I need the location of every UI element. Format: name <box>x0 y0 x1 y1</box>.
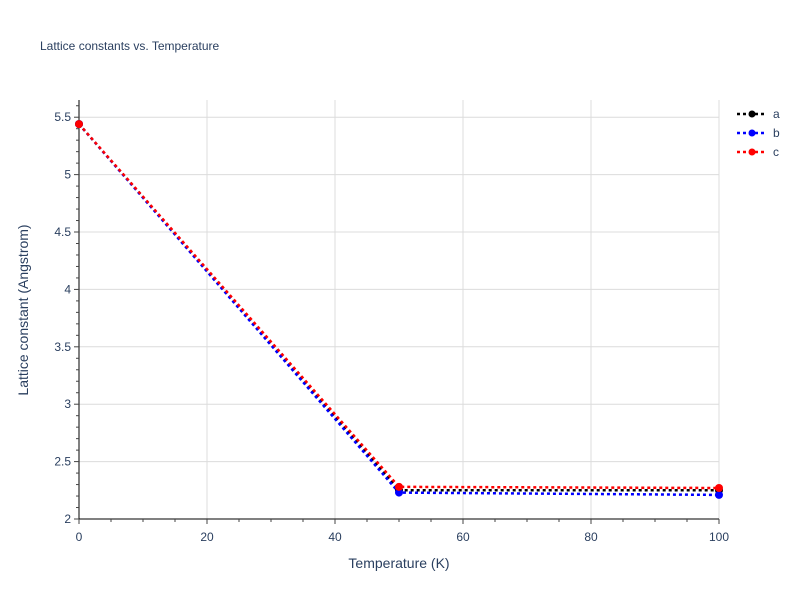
y-tick-label: 4.5 <box>54 225 71 239</box>
legend-item-c: c <box>737 145 779 159</box>
x-tick-label: 20 <box>200 530 214 544</box>
x-tick-label: 60 <box>456 530 470 544</box>
legend-label: a <box>773 107 780 121</box>
x-tick-label: 100 <box>709 530 729 544</box>
x-tick-label: 40 <box>328 530 342 544</box>
legend-marker <box>748 129 756 137</box>
legend: abc <box>737 107 780 159</box>
y-tick-label: 3.5 <box>54 340 71 354</box>
y-tick-label: 2.5 <box>54 455 71 469</box>
data-point-b <box>395 488 403 497</box>
legend-label: b <box>773 126 780 140</box>
x-tick-label: 80 <box>584 530 598 544</box>
y-tick-label: 5.5 <box>54 110 71 124</box>
y-tick-label: 3 <box>64 397 71 411</box>
series-line-b <box>78 123 720 497</box>
x-axis-label: Temperature (K) <box>348 555 449 571</box>
chart-title: Lattice constants vs. Temperature <box>40 39 220 53</box>
data-point-b <box>715 490 723 499</box>
y-axis-label: Lattice constant (Angstrom) <box>15 224 31 395</box>
series-layer <box>75 120 723 499</box>
data-point-c <box>75 120 83 129</box>
legend-label: c <box>773 145 779 159</box>
legend-marker <box>748 148 756 156</box>
data-point-c <box>715 484 723 493</box>
series-line-a <box>78 123 719 492</box>
legend-item-a: a <box>737 107 780 121</box>
legend-item-b: b <box>737 126 780 140</box>
series-line-c <box>78 123 720 490</box>
y-tick-label: 5 <box>64 168 71 182</box>
y-tick-label: 4 <box>64 282 71 296</box>
grid <box>79 100 720 519</box>
axes: 0 20 40 60 80 100 2 2.5 3 3.5 4 4.5 5 5.5 <box>54 100 729 544</box>
legend-marker <box>748 110 756 118</box>
y-tick-label: 2 <box>64 512 71 526</box>
data-point-c <box>395 482 403 491</box>
x-tick-label: 0 <box>76 530 83 544</box>
